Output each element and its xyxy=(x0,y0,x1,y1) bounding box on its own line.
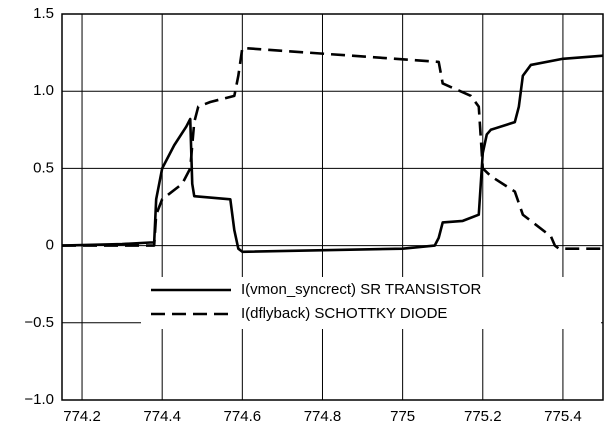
series-line xyxy=(62,46,603,250)
legend-label: I(vmon_syncrect) SR TRANSISTOR xyxy=(241,281,481,298)
x-tick-label: 774.2 xyxy=(63,408,101,425)
x-tick-label: 775 xyxy=(390,408,415,425)
y-tick-label: −1.0 xyxy=(24,391,54,408)
legend-box xyxy=(141,277,601,329)
series-line xyxy=(61,54,604,254)
x-tick-label: 774.6 xyxy=(224,408,262,425)
x-tick-label: 774.8 xyxy=(304,408,342,425)
legend-label: I(dflyback) SCHOTTKY DIODE xyxy=(241,305,447,322)
y-tick-label: 1.5 xyxy=(33,5,54,22)
y-tick-label: −0.5 xyxy=(24,314,54,331)
y-tick-label: 0.5 xyxy=(33,159,54,176)
x-tick-label: 775.2 xyxy=(464,408,502,425)
plot-frame xyxy=(61,13,604,401)
x-tick-label: 774.4 xyxy=(143,408,181,425)
x-tick-label: 775.4 xyxy=(544,408,582,425)
y-tick-label: 0 xyxy=(46,237,54,254)
y-tick-label: 1.0 xyxy=(33,82,54,99)
legend: I(vmon_syncrect) SR TRANSISTOR I(dflyback… xyxy=(141,277,601,329)
